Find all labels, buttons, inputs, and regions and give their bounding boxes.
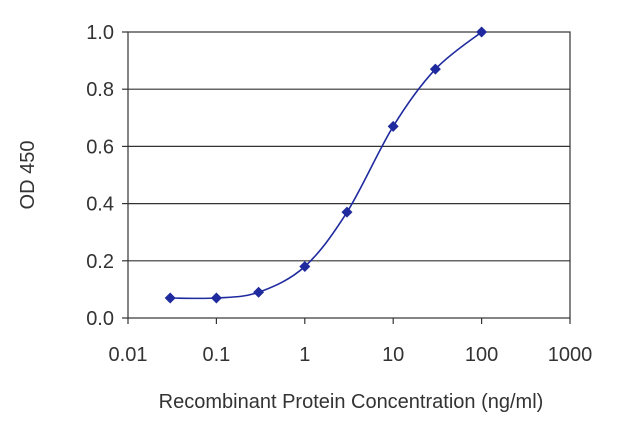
series-line xyxy=(170,31,483,300)
x-tick-label: 0.01 xyxy=(109,344,148,366)
data-point xyxy=(164,292,176,304)
data-point xyxy=(253,286,265,298)
x-tick-label: 0.1 xyxy=(202,344,230,366)
x-tick-label: 100 xyxy=(465,344,498,366)
y-tick-label: 0.4 xyxy=(86,194,114,216)
y-tick-label: 0.8 xyxy=(86,79,114,101)
data-point xyxy=(429,63,441,75)
y-tick-label: 0.2 xyxy=(86,251,114,273)
x-axis-title: Recombinant Protein Concentration (ng/ml… xyxy=(159,391,544,413)
gridlines xyxy=(128,88,570,262)
x-axis-ticks: 0.01 0.1 1 10 100 1000 xyxy=(109,318,593,366)
data-point xyxy=(210,292,222,304)
x-tick-label: 1 xyxy=(299,344,310,366)
data-point xyxy=(476,26,488,38)
y-tick-label: 0.0 xyxy=(86,308,114,330)
x-tick-label: 1000 xyxy=(548,344,593,366)
data-point xyxy=(341,206,353,218)
data-points xyxy=(164,26,488,304)
y-axis-ticks: 0.0 0.2 0.4 0.6 0.8 1.0 xyxy=(86,22,128,330)
y-axis-title: OD 450 xyxy=(17,141,39,210)
x-tick-label: 10 xyxy=(382,344,404,366)
y-tick-label: 1.0 xyxy=(86,22,114,44)
data-point xyxy=(299,261,311,273)
plot-area xyxy=(127,31,571,319)
y-tick-label: 0.6 xyxy=(86,136,114,158)
data-point xyxy=(387,120,399,132)
